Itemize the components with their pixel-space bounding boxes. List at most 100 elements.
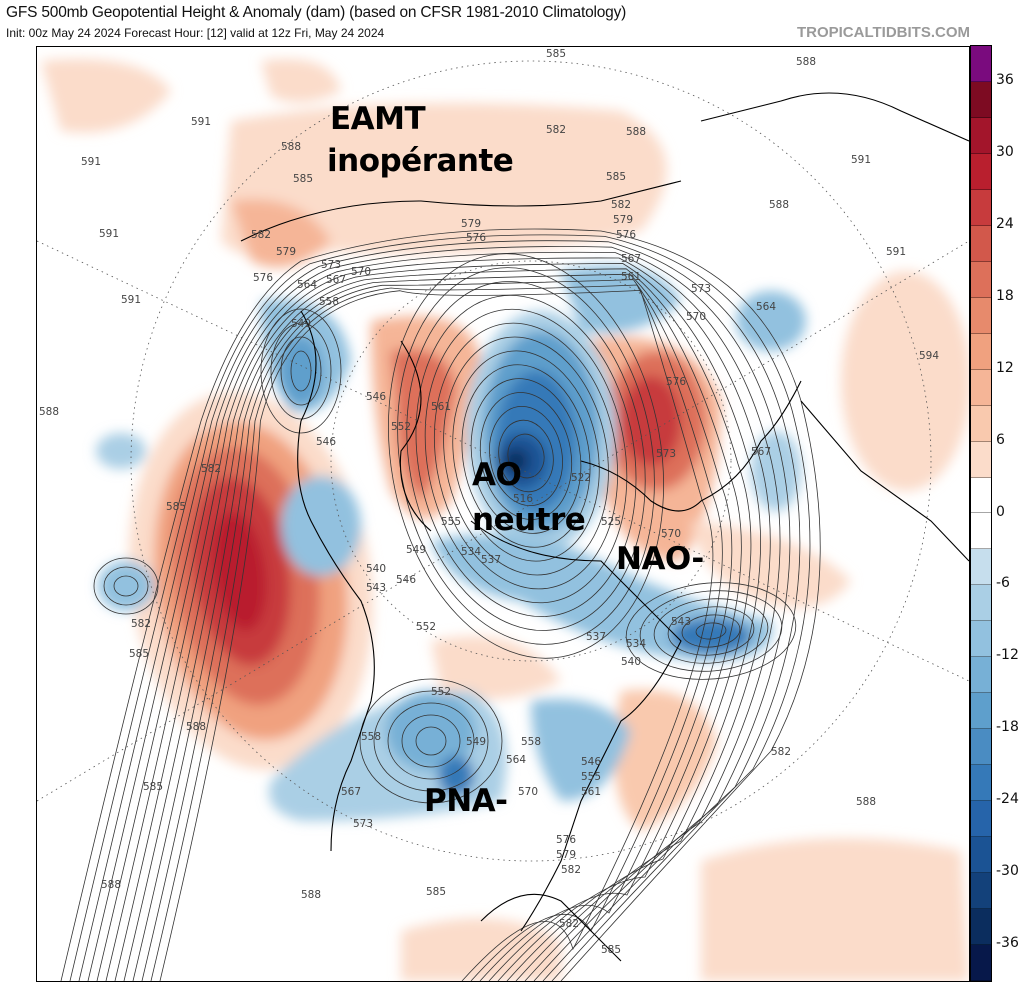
contour-label: 561 xyxy=(581,786,601,798)
height-contour xyxy=(150,284,723,981)
colorbar-bin xyxy=(971,46,991,82)
contour-label: 591 xyxy=(99,228,119,240)
colorbar-tick-label: -12 xyxy=(996,647,1019,664)
colorbar-tick-label: 18 xyxy=(996,287,1014,304)
height-contour xyxy=(388,253,664,659)
colorbar-bin xyxy=(971,801,991,838)
height-contour xyxy=(113,575,139,597)
height-contour xyxy=(681,614,741,648)
contour-label: 558 xyxy=(361,731,381,743)
contour-label: 537 xyxy=(481,554,501,566)
height-contour xyxy=(401,714,461,768)
colorbar-bin xyxy=(971,945,991,981)
colorbar-tick-label: 6 xyxy=(996,431,1005,448)
contour-label: 588 xyxy=(301,889,321,901)
contour-label: 582 xyxy=(251,229,271,241)
colorbar-bin xyxy=(971,729,991,766)
colorbar-bin xyxy=(971,189,991,226)
contour-label: 516 xyxy=(513,493,533,505)
contour-label: 573 xyxy=(353,818,373,830)
contour-label: 588 xyxy=(186,721,206,733)
height-contour xyxy=(132,273,742,981)
contour-label: 567 xyxy=(621,253,641,265)
height-contour xyxy=(415,726,447,756)
contour-label: 582 xyxy=(559,918,579,930)
colorbar-tick-label: 12 xyxy=(996,359,1014,376)
contour-label: 585 xyxy=(166,501,186,513)
colorbar-tick-label: 36 xyxy=(996,71,1014,88)
contour-label: 579 xyxy=(613,214,633,226)
height-contour xyxy=(359,678,503,804)
contour-label: 522 xyxy=(571,472,591,484)
height-contour xyxy=(667,606,755,656)
colorbar-tick-label: 24 xyxy=(996,215,1014,232)
contour-label: 579 xyxy=(461,218,481,230)
contour-label: 594 xyxy=(919,350,939,362)
contour-label: 552 xyxy=(391,421,411,433)
contour-label: 582 xyxy=(611,199,631,211)
height-contour xyxy=(159,289,714,981)
contour-label: 588 xyxy=(281,141,301,153)
colorbar-bin xyxy=(971,837,991,874)
contour-label: 534 xyxy=(626,638,646,650)
contour-label: 582 xyxy=(546,124,566,136)
colorbar-bin xyxy=(971,153,991,190)
contour-label: 540 xyxy=(366,563,386,575)
colorbar-bin xyxy=(971,657,991,694)
colorbar-bin xyxy=(971,369,991,406)
contour-label: 591 xyxy=(191,116,211,128)
contour-label: 585 xyxy=(606,171,626,183)
colorbar-bin xyxy=(971,693,991,730)
colorbar-bin xyxy=(971,585,991,622)
height-contour xyxy=(103,566,149,606)
height-contour xyxy=(123,268,752,981)
contour-label: 549 xyxy=(466,736,486,748)
height-contour xyxy=(443,336,609,576)
anomaly-map: 591 591 591 591 591 591 588 588 588 588 588 588 588 5… xyxy=(36,46,970,982)
contour-label: 573 xyxy=(656,448,676,460)
annotation-nao: NAO- xyxy=(616,541,704,577)
contour-label: 576 xyxy=(556,834,576,846)
height-contour xyxy=(625,582,797,680)
contour-label: 573 xyxy=(691,283,711,295)
contour-label: 588 xyxy=(101,879,121,891)
contour-label: 582 xyxy=(201,463,221,475)
height-contour xyxy=(406,281,646,631)
chart-subtitle: Init: 00z May 24 2024 Forecast Hour: [12… xyxy=(6,26,385,40)
annotation-eamt-status: inopérante xyxy=(327,143,514,179)
contour-label: 546 xyxy=(366,391,386,403)
annotation-pna: PNA- xyxy=(424,783,508,819)
contour-label: 549 xyxy=(291,318,311,330)
colorbar-tick-label: 0 xyxy=(996,503,1005,520)
height-contour xyxy=(96,251,781,981)
contour-label: 585 xyxy=(293,173,313,185)
contour-label: 567 xyxy=(751,446,771,458)
contour-label: 564 xyxy=(297,279,317,291)
height-contour xyxy=(105,257,771,981)
height-contour xyxy=(260,308,342,434)
contour-label: 591 xyxy=(121,294,141,306)
contour-label: 561 xyxy=(621,271,641,283)
height-contour xyxy=(470,378,582,534)
height-contour xyxy=(507,433,545,479)
colorbar-bin xyxy=(971,513,991,550)
contour-label: 558 xyxy=(521,736,541,748)
height-contour xyxy=(415,294,637,618)
contour-label: 576 xyxy=(466,232,486,244)
contour-label: 543 xyxy=(366,582,386,594)
coastlines xyxy=(240,92,969,962)
annotation-ao-status: neutre xyxy=(472,502,586,538)
contour-label: 534 xyxy=(461,546,481,558)
colorbar-bin xyxy=(971,549,991,586)
contour-label: 561 xyxy=(431,401,451,413)
contour-label: 582 xyxy=(561,864,581,876)
colorbar-tick-label: -24 xyxy=(996,791,1019,808)
height-contour xyxy=(78,240,801,981)
contour-label: 570 xyxy=(686,311,706,323)
colorbar xyxy=(970,45,992,982)
height-contour xyxy=(87,246,791,981)
height-contour xyxy=(424,308,628,604)
site-brand[interactable]: TROPICALTIDBITS.COM xyxy=(796,24,970,41)
contour-label: 546 xyxy=(581,756,601,768)
height-contour xyxy=(452,350,600,562)
